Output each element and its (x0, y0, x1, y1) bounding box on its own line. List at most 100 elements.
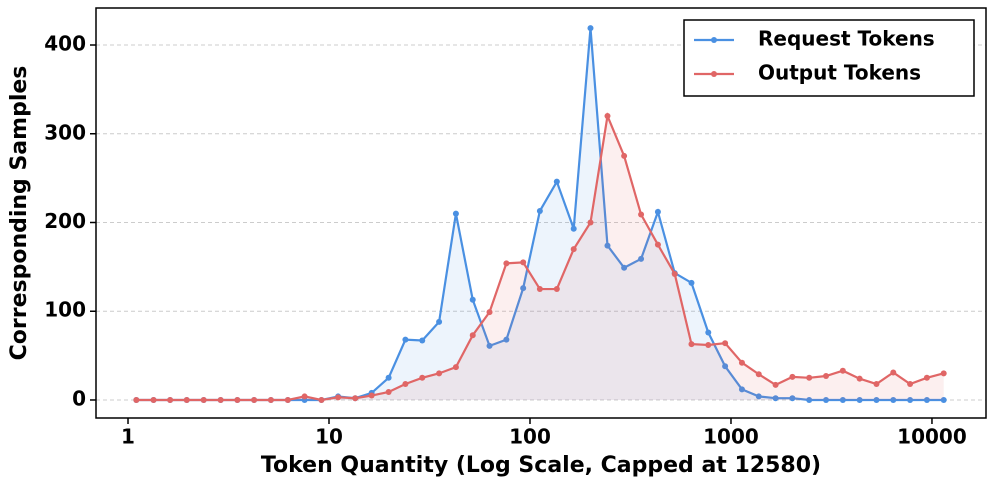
point (705, 329, 712, 336)
point (452, 364, 459, 371)
point (402, 381, 409, 388)
point (150, 396, 157, 403)
point (873, 396, 880, 403)
plot-frame (95, 7, 987, 419)
point (873, 381, 880, 388)
point (856, 375, 863, 382)
point (823, 396, 830, 403)
point (839, 367, 846, 374)
point (654, 208, 661, 215)
point (604, 113, 611, 120)
point (923, 374, 930, 381)
point (133, 396, 140, 403)
point (520, 259, 527, 266)
point (671, 270, 678, 277)
point (772, 381, 779, 388)
point (688, 279, 695, 286)
point (604, 242, 611, 249)
point (503, 260, 510, 267)
point (486, 309, 493, 316)
point (738, 386, 745, 393)
point (469, 332, 476, 339)
point (570, 225, 577, 232)
point (234, 396, 241, 403)
point (923, 396, 930, 403)
point (621, 264, 628, 271)
x-tick-label: 10000 (897, 425, 967, 449)
point (436, 370, 443, 377)
point (705, 341, 712, 348)
point (335, 394, 342, 401)
point (368, 392, 375, 399)
point (419, 374, 426, 381)
point (823, 373, 830, 380)
y-axis-label: Corresponding Samples (7, 66, 32, 361)
point (436, 318, 443, 325)
point (200, 396, 207, 403)
point (486, 342, 493, 349)
legend-box (683, 19, 975, 97)
point (452, 210, 459, 217)
point (722, 340, 729, 347)
y-tick-label: 400 (44, 32, 86, 56)
point (890, 396, 897, 403)
point (688, 341, 695, 348)
x-tick-label: 1000 (703, 425, 759, 449)
point (722, 363, 729, 370)
point (890, 369, 897, 376)
point (385, 388, 392, 395)
area-fill (136, 116, 944, 400)
point (385, 374, 392, 381)
y-tick-label: 200 (44, 209, 86, 233)
legend-marker (711, 37, 717, 43)
y-tick-label: 300 (44, 120, 86, 144)
point (553, 286, 560, 293)
point (940, 396, 947, 403)
point (907, 396, 914, 403)
y-tick-label: 0 (72, 386, 86, 410)
point (217, 396, 224, 403)
point (284, 396, 291, 403)
point (536, 286, 543, 293)
x-tick-label: 1 (121, 425, 135, 449)
point (940, 370, 947, 377)
point (419, 337, 426, 344)
point (587, 219, 594, 226)
point (772, 395, 779, 402)
point (469, 296, 476, 303)
point (638, 255, 645, 262)
point (503, 336, 510, 343)
point (806, 396, 813, 403)
point (402, 336, 409, 343)
point (638, 211, 645, 218)
point (167, 396, 174, 403)
point (755, 371, 762, 378)
point (789, 395, 796, 402)
point (570, 246, 577, 253)
x-axis-label: Token Quantity (Log Scale, Capped at 125… (261, 453, 821, 478)
point (755, 393, 762, 400)
point (856, 396, 863, 403)
point (318, 396, 325, 403)
legend-label: Output Tokens (758, 61, 921, 85)
x-tick-label: 100 (509, 425, 551, 449)
point (738, 359, 745, 366)
point (587, 25, 594, 32)
point (839, 396, 846, 403)
point (621, 152, 628, 159)
point (183, 396, 190, 403)
point (301, 393, 308, 400)
legend-label: Request Tokens (758, 27, 935, 51)
point (520, 285, 527, 292)
point (553, 178, 560, 185)
point (267, 396, 274, 403)
point (352, 395, 359, 402)
point (789, 373, 796, 380)
y-tick-label: 100 (44, 298, 86, 322)
point (251, 396, 258, 403)
point (806, 374, 813, 381)
legend-marker (711, 71, 717, 77)
x-tick-label: 10 (315, 425, 343, 449)
point (654, 241, 661, 248)
